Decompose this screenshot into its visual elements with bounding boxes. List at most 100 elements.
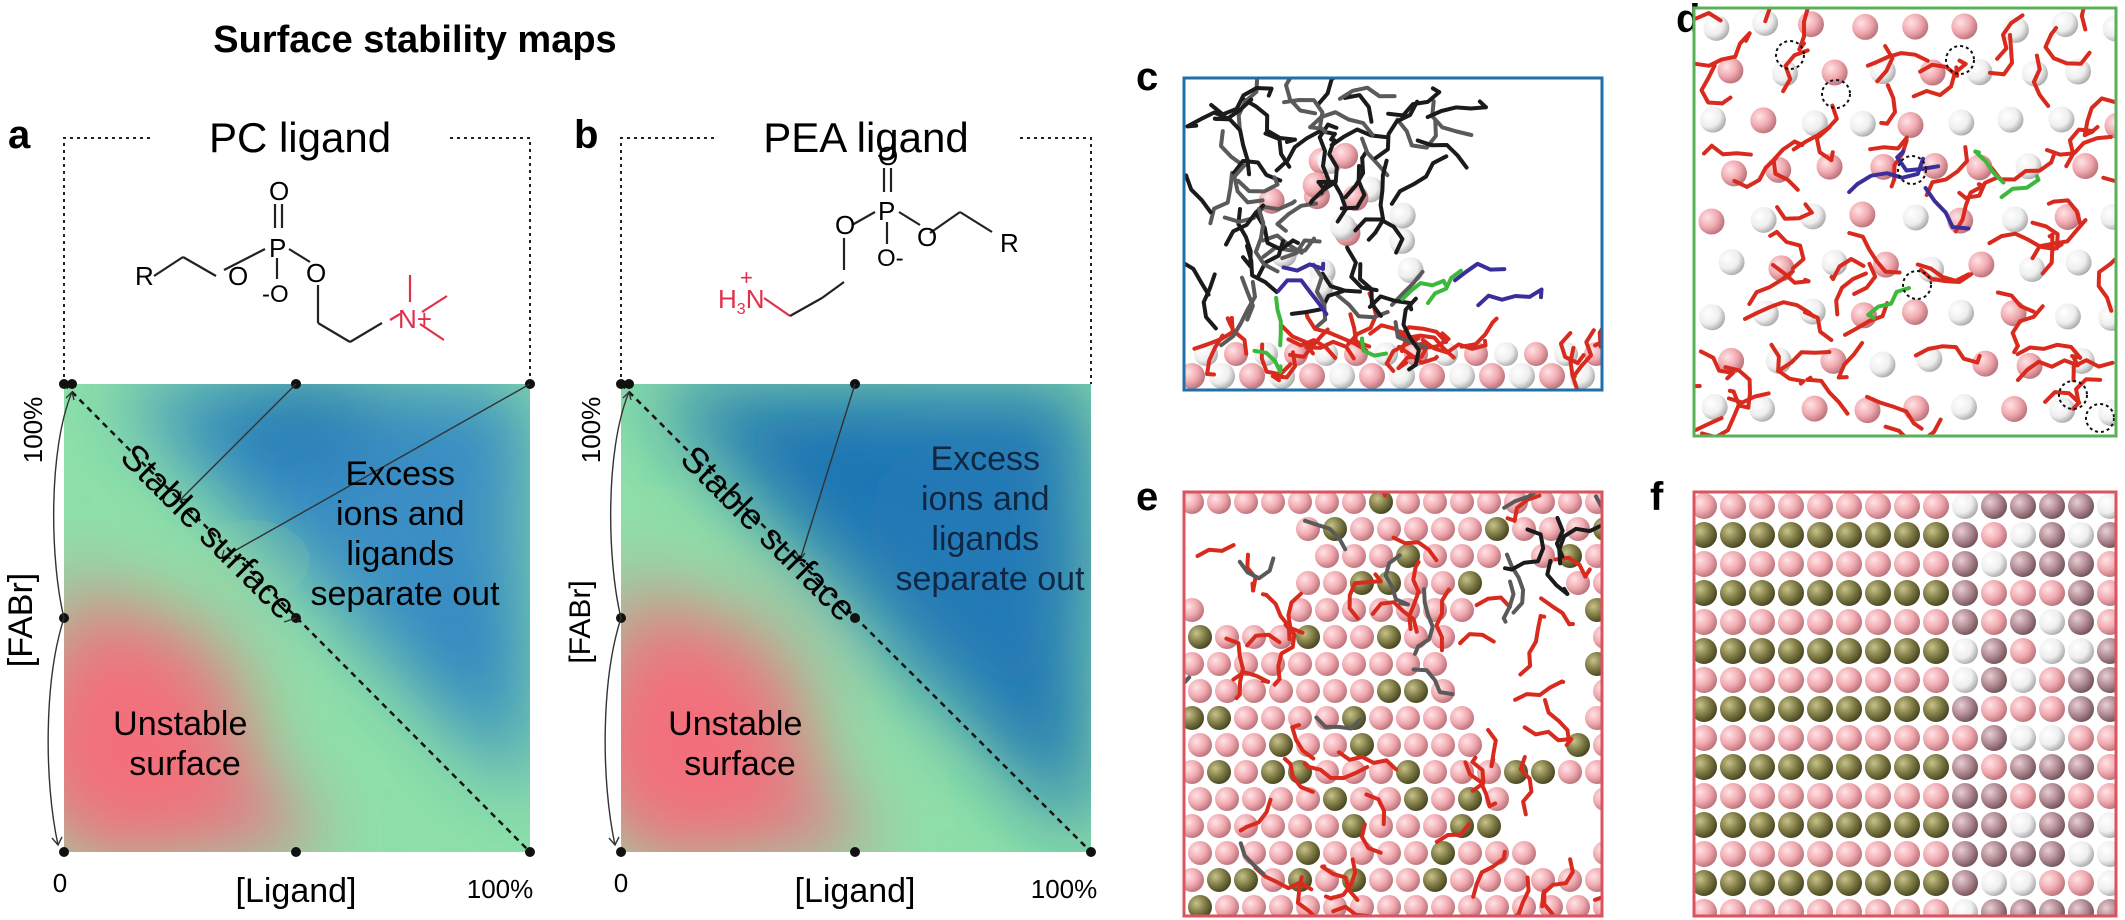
white-ion — [2098, 400, 2116, 427]
ligand-molecule — [1868, 135, 1909, 152]
ligand-molecule — [2030, 218, 2088, 261]
white-ion — [1950, 393, 1977, 420]
dashed-circle-icon — [1775, 40, 1805, 70]
pink-ion — [1807, 609, 1833, 635]
pink-ion — [1315, 652, 1339, 676]
ligand-bracket — [620, 137, 1092, 384]
pink-ion — [1749, 899, 1775, 916]
white-ion — [2116, 157, 2125, 183]
pink-ion — [1188, 679, 1212, 703]
white-ion — [2010, 812, 2036, 838]
pink-ion — [1836, 609, 1862, 635]
ligand-branch — [1291, 238, 1300, 245]
olive-ion — [1458, 787, 1482, 811]
olive-ion — [1807, 638, 1833, 664]
pink-ion — [1720, 667, 1746, 693]
ligand-molecule — [2096, 261, 2114, 313]
white-ion — [1494, 342, 1518, 366]
ligand-molecule — [1709, 143, 1753, 157]
ligand-molecule — [1320, 271, 1362, 294]
ligand-molecule — [1963, 175, 2000, 200]
white-ion — [1703, 14, 1730, 41]
pink-ion — [1593, 571, 1602, 595]
pink-ion — [1404, 733, 1428, 757]
region-unstable: Unstable surface — [113, 705, 257, 783]
ligand-molecule — [1885, 83, 1897, 126]
pink-ion — [1369, 544, 1393, 568]
ligand-molecule — [1391, 535, 1439, 563]
ligand-branch — [1373, 572, 1383, 584]
white-ion — [2019, 256, 2046, 283]
white-ion — [1966, 59, 1993, 86]
ligand-branch — [2070, 354, 2083, 360]
ligand-molecule — [1407, 565, 1421, 631]
panel-a: a PC ligand R O P O -O O N+ — [2, 113, 535, 910]
white-ion — [1799, 203, 1826, 230]
ligand-branch — [1768, 229, 1779, 238]
pink-ion — [2010, 638, 2036, 664]
ligand-branch — [1656, 393, 1659, 398]
ligand-molecule — [1509, 527, 1546, 572]
olive-ion — [1836, 812, 1862, 838]
pink-ion — [1694, 493, 1717, 519]
ligand-molecule — [1873, 51, 1930, 65]
pink-ion — [1558, 760, 1582, 784]
olive-ion — [1778, 696, 1804, 722]
ligand-branch — [1701, 143, 1714, 156]
white-ion — [1718, 249, 1745, 276]
pink-ion — [1184, 652, 1204, 676]
olive-ion — [1749, 870, 1775, 896]
ligand-molecule — [1219, 129, 1246, 168]
ligand-branch — [1287, 362, 1293, 368]
ligand-branch — [1975, 353, 1982, 365]
ligand-molecule — [2015, 358, 2080, 382]
ligand-molecule — [2082, 96, 2116, 138]
olive-ion — [1865, 638, 1891, 664]
pink-ion — [1431, 517, 1455, 541]
ligand-molecule — [2015, 342, 2083, 360]
mauve-ion — [2039, 841, 2065, 867]
olive-ion — [1694, 638, 1717, 664]
olive-ion — [1749, 638, 1775, 664]
ligand-molecule — [1288, 761, 1315, 794]
ligand-molecule — [1999, 177, 2041, 200]
white-ion — [1699, 106, 1726, 133]
mol-o1: O — [835, 210, 855, 240]
olive-ion — [1720, 870, 1746, 896]
pink-ion — [1404, 517, 1428, 541]
ligand-branch — [1430, 86, 1442, 95]
pink-ion — [1694, 667, 1717, 693]
olive-ion — [1296, 625, 1320, 649]
pink-ion — [1593, 733, 1602, 757]
white-ion — [1209, 363, 1235, 389]
ligand-branch — [1501, 616, 1508, 624]
ligand-molecule — [1244, 797, 1273, 829]
pink-ion — [1288, 706, 1312, 730]
ligand-branch — [1798, 379, 1806, 386]
ligand-branch — [1302, 761, 1310, 769]
pink-ion — [1207, 492, 1231, 514]
ligand-branch — [1413, 644, 1421, 656]
pink-ion — [1894, 841, 1920, 867]
olive-ion — [1749, 754, 1775, 780]
olive-ion — [1585, 598, 1602, 622]
pink-ion — [1261, 814, 1285, 838]
olive-ion — [1323, 517, 1347, 541]
white-ion — [1849, 110, 1876, 137]
pink-ion — [1894, 493, 1920, 519]
ligand-molecule — [1303, 518, 1348, 552]
ligand-branch — [1228, 316, 1234, 325]
pink-ion — [1269, 787, 1293, 811]
ligand-molecule — [1512, 493, 1542, 523]
olive-ion — [1694, 580, 1717, 606]
pink-ion — [1184, 868, 1204, 892]
mauve-ion — [1981, 812, 2007, 838]
pink-ion — [1234, 706, 1258, 730]
pink-ion — [1396, 492, 1420, 514]
pink-ion — [1377, 841, 1401, 865]
mauve-ion — [1952, 580, 1978, 606]
pink-ion — [2104, 112, 2116, 139]
pink-ion — [1296, 679, 1320, 703]
ligand-molecule — [1253, 206, 1280, 274]
white-ion — [2068, 638, 2094, 664]
